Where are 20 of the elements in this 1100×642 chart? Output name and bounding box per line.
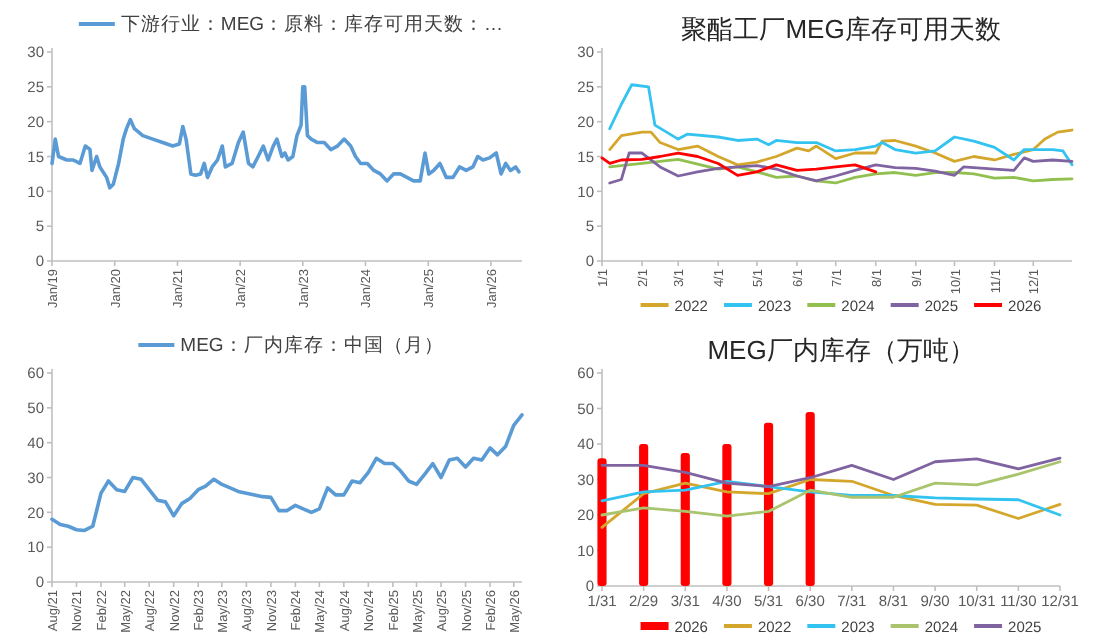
line-series bbox=[600, 478, 1062, 529]
legend-label: MEG：厂内库存：中国（月） bbox=[180, 333, 444, 357]
line-series bbox=[600, 151, 878, 177]
line-series bbox=[608, 83, 1074, 167]
line-series bbox=[600, 456, 1062, 488]
line-series bbox=[608, 157, 1074, 185]
line-series bbox=[50, 413, 524, 533]
line-series bbox=[600, 479, 1062, 517]
bar bbox=[805, 412, 815, 586]
chart-title: MEG厂内库存（万吨） bbox=[707, 335, 975, 365]
bar bbox=[722, 444, 732, 586]
line-series bbox=[600, 460, 1062, 518]
chart-title: 聚酯工厂MEG库存可用天数 bbox=[681, 14, 1001, 44]
bar bbox=[639, 444, 649, 586]
line-series bbox=[50, 85, 521, 190]
bar bbox=[763, 422, 774, 586]
bar bbox=[597, 458, 607, 586]
line-series bbox=[608, 151, 1074, 185]
line-series bbox=[608, 128, 1074, 167]
legend-label: 下游行业：MEG：原料：库存可用天数：… bbox=[120, 12, 504, 36]
